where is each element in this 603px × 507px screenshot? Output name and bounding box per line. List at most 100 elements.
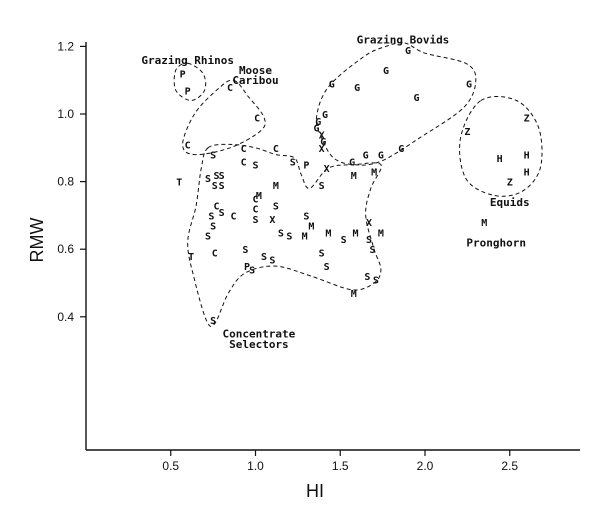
data-point: G bbox=[320, 137, 326, 148]
data-point: P bbox=[185, 86, 191, 97]
data-point: S bbox=[261, 252, 267, 263]
data-point: M bbox=[378, 228, 384, 239]
data-point: C bbox=[227, 83, 233, 94]
data-point: M bbox=[351, 289, 357, 300]
data-point: P bbox=[180, 69, 186, 80]
data-point: X bbox=[324, 164, 330, 175]
data-point: C bbox=[185, 140, 191, 151]
group-label: Grazing Bovids bbox=[357, 34, 450, 47]
hull-moose bbox=[182, 79, 266, 156]
data-point: S bbox=[278, 228, 284, 239]
x-tick-label: 0.5 bbox=[162, 459, 179, 473]
data-point: M bbox=[371, 167, 377, 178]
data-point: S bbox=[205, 232, 211, 243]
data-point: G bbox=[315, 117, 321, 128]
data-point: S bbox=[252, 215, 258, 226]
data-point: C bbox=[241, 144, 247, 155]
data-point: S bbox=[364, 272, 370, 283]
x-tick-label: 2.0 bbox=[417, 459, 434, 473]
group-label: Grazing Rhinos bbox=[141, 54, 234, 67]
data-point: H bbox=[524, 151, 530, 162]
data-point: G bbox=[314, 124, 320, 135]
data-point: H bbox=[497, 154, 503, 165]
data-point: C bbox=[213, 201, 219, 212]
data-point: S bbox=[252, 161, 258, 172]
data-point: S bbox=[219, 181, 225, 192]
data-point: X bbox=[319, 144, 325, 155]
data-point: G bbox=[329, 80, 335, 91]
data-point: S bbox=[219, 208, 225, 219]
data-point: S bbox=[269, 255, 275, 266]
data-point: Z bbox=[464, 127, 470, 138]
x-tick-label: 1.5 bbox=[332, 459, 349, 473]
data-point: M bbox=[325, 228, 331, 239]
data-point: T bbox=[188, 252, 194, 263]
hull-equids bbox=[459, 95, 543, 197]
y-tick-label: 1.0 bbox=[57, 107, 74, 121]
data-point: G bbox=[349, 157, 355, 168]
data-point: M bbox=[256, 191, 262, 202]
data-point: S bbox=[319, 181, 325, 192]
data-point: G bbox=[363, 151, 369, 162]
group-label: Equids bbox=[490, 196, 530, 209]
data-point: S bbox=[213, 171, 219, 182]
data-point: G bbox=[322, 110, 328, 121]
x-axis-title: HI bbox=[306, 481, 324, 501]
group-label: Concentrate bbox=[222, 328, 295, 341]
group-label: Pronghorn bbox=[466, 236, 526, 249]
y-tick-label: 0.8 bbox=[57, 175, 74, 189]
data-point: C bbox=[273, 144, 279, 155]
data-point: S bbox=[249, 265, 255, 276]
data-point: S bbox=[208, 211, 214, 222]
data-point: G bbox=[383, 66, 389, 77]
data-point: S bbox=[210, 316, 216, 327]
data-point: Z bbox=[524, 113, 530, 124]
data-point: H bbox=[524, 167, 530, 178]
data-point: S bbox=[219, 171, 225, 182]
data-point: S bbox=[319, 249, 325, 260]
data-point: Z bbox=[507, 178, 513, 189]
data-point: X bbox=[269, 215, 275, 226]
x-tick-label: 1.0 bbox=[247, 459, 264, 473]
data-point: M bbox=[273, 181, 279, 192]
data-point: C bbox=[252, 205, 258, 216]
data-point: C bbox=[212, 249, 218, 260]
hull-rhinos bbox=[173, 62, 207, 102]
data-point: S bbox=[212, 181, 218, 192]
data-point: S bbox=[210, 151, 216, 162]
y-tick-label: 0.4 bbox=[57, 310, 74, 324]
data-point: G bbox=[466, 80, 472, 91]
data-point: C bbox=[252, 195, 258, 206]
data-point: G bbox=[378, 151, 384, 162]
data-point: C bbox=[241, 157, 247, 168]
data-point: G bbox=[405, 46, 411, 57]
y-tick-label: 0.6 bbox=[57, 242, 74, 256]
data-point: S bbox=[303, 211, 309, 222]
data-point: P bbox=[303, 161, 309, 172]
data-point: S bbox=[324, 262, 330, 273]
data-point: S bbox=[210, 222, 216, 233]
data-point: M bbox=[481, 218, 487, 229]
data-point: X bbox=[319, 130, 325, 141]
data-point: S bbox=[286, 232, 292, 243]
group-label: Selectors bbox=[229, 338, 289, 351]
data-point: P bbox=[244, 262, 250, 273]
data-point: S bbox=[373, 276, 379, 287]
hull-concentrate bbox=[187, 143, 382, 327]
data-point: X bbox=[366, 218, 372, 229]
data-point: S bbox=[366, 235, 372, 246]
data-point: M bbox=[351, 171, 357, 182]
group-boundaries bbox=[173, 42, 543, 327]
data-point: S bbox=[242, 245, 248, 256]
hull-bovids bbox=[315, 42, 477, 166]
data-point: G bbox=[414, 93, 420, 104]
group-label: Moose bbox=[239, 64, 272, 77]
data-point: T bbox=[176, 178, 182, 189]
y-tick-label: 1.2 bbox=[57, 39, 74, 53]
data-point: S bbox=[205, 174, 211, 185]
y-axis-title: RMW bbox=[27, 217, 47, 262]
group-label: Caribou bbox=[232, 74, 278, 87]
